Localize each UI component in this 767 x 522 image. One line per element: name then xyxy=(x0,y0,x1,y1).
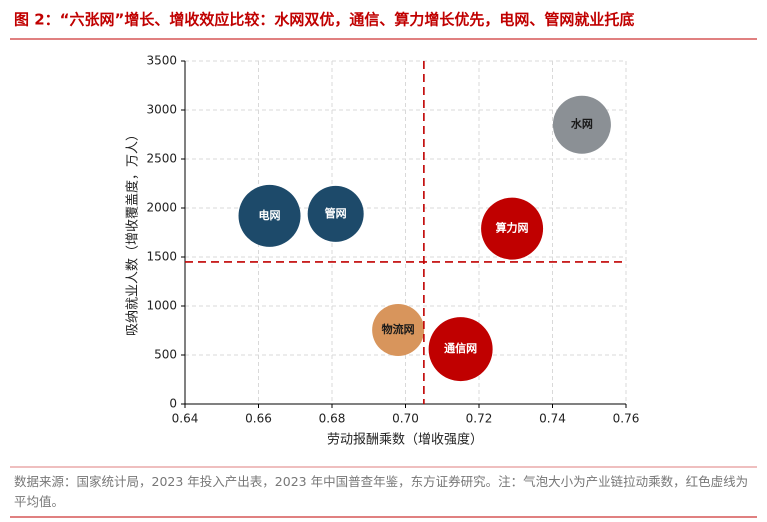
y-tick-label: 3000 xyxy=(146,103,177,117)
bubble xyxy=(307,185,364,242)
y-tick-label: 500 xyxy=(154,348,177,362)
bubble-label: 水网 xyxy=(571,117,593,131)
y-tick-label: 2500 xyxy=(146,152,177,166)
bubble xyxy=(238,184,301,247)
bubble xyxy=(372,304,425,357)
y-tick-label: 2000 xyxy=(146,201,177,215)
x-tick-label: 0.70 xyxy=(392,412,419,426)
y-tick-label: 3500 xyxy=(146,54,177,68)
note-box: 数据来源：国家统计局，2023 年投入产出表，2023 年中国普查年鉴，东方证券… xyxy=(14,474,749,509)
x-tick-label: 0.64 xyxy=(172,412,199,426)
bubble-label: 算力网 xyxy=(495,221,529,235)
bubble-label: 物流网 xyxy=(382,322,415,336)
y-axis-label: 吸纳就业人数（增收覆盖度，万人） xyxy=(125,128,141,336)
x-tick-label: 0.66 xyxy=(245,412,272,426)
bubble-label: 电网 xyxy=(259,208,281,222)
source-note: 数据来源：国家统计局，2023 年投入产出表，2023 年中国普查年鉴，东方证券… xyxy=(14,474,749,509)
x-tick-label: 0.76 xyxy=(613,412,640,426)
x-axis-label: 劳动报酬乘数（增收强度） xyxy=(327,432,483,448)
y-tick-label: 0 xyxy=(169,397,177,411)
y-tick-label: 1000 xyxy=(146,299,177,313)
x-tick-label: 0.74 xyxy=(539,412,566,426)
bubble-label: 管网 xyxy=(325,206,347,220)
bubble xyxy=(481,197,544,260)
bubble xyxy=(428,317,493,382)
x-tick-label: 0.72 xyxy=(466,412,493,426)
bubble xyxy=(552,95,611,154)
x-tick-label: 0.68 xyxy=(319,412,346,426)
bubble-label: 通信网 xyxy=(444,341,477,355)
y-tick-label: 1500 xyxy=(146,250,177,264)
chart-title: 图 2：“六张网”增长、增收效应比较：水网双优，通信、算力增长优先，电网、管网就… xyxy=(14,11,634,29)
